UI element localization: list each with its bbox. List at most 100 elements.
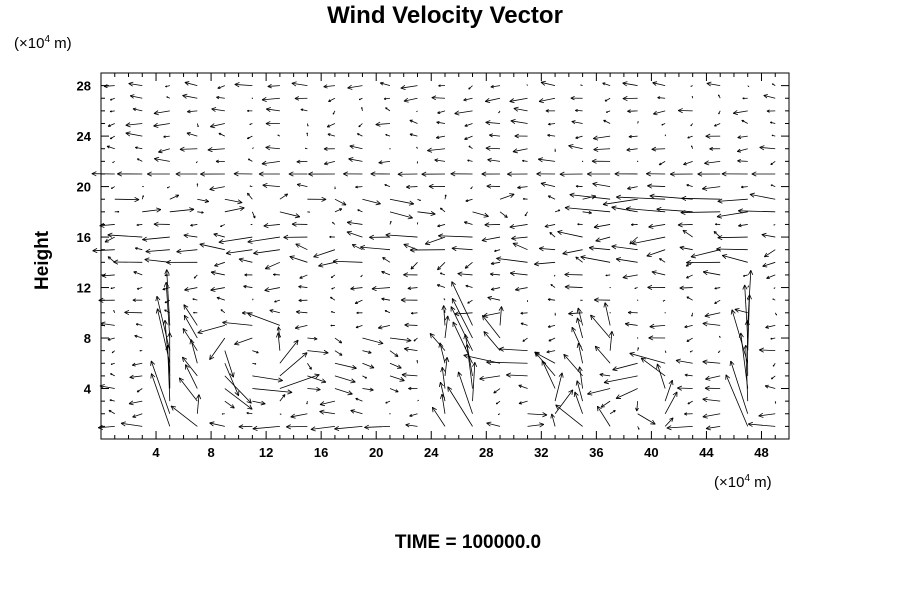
- wind-arrow: [440, 367, 446, 389]
- wind-arrow: [147, 171, 170, 177]
- wind-arrow: [534, 351, 556, 364]
- wind-arrow: [463, 97, 473, 102]
- wind-arrow: [216, 296, 225, 301]
- y-tick-label: 28: [77, 79, 91, 94]
- wind-arrow: [570, 95, 583, 101]
- wind-arrow: [410, 311, 418, 315]
- wind-arrow: [437, 110, 446, 114]
- wind-arrow: [243, 284, 253, 289]
- wind-arrow: [764, 384, 776, 389]
- wind-arrow: [518, 384, 528, 389]
- wind-arrow: [377, 325, 391, 330]
- wind-arrow: [417, 399, 419, 402]
- wind-arrow: [164, 299, 170, 304]
- wind-arrow: [702, 397, 721, 403]
- wind-arrow: [389, 148, 391, 150]
- wind-arrow: [747, 85, 750, 88]
- wind-arrow: [657, 96, 666, 100]
- wind-arrow: [550, 413, 556, 427]
- wind-arrow: [307, 386, 321, 392]
- wind-arrow: [129, 374, 143, 380]
- wind-arrow: [568, 310, 583, 316]
- wind-arrow: [553, 274, 556, 277]
- wind-arrow: [496, 256, 528, 263]
- wind-arrow: [592, 181, 611, 187]
- wind-arrow: [306, 132, 309, 137]
- wind-arrow: [136, 388, 143, 393]
- wind-arrow: [334, 375, 356, 384]
- wind-arrow: [283, 234, 308, 240]
- wind-arrow: [472, 362, 478, 402]
- wind-arrow: [349, 144, 363, 150]
- wind-arrow: [702, 321, 721, 327]
- wind-arrow: [184, 287, 198, 292]
- wind-arrow: [509, 270, 528, 276]
- wind-arrow: [766, 274, 776, 280]
- wind-arrow: [599, 372, 611, 377]
- wind-arrow: [347, 84, 363, 90]
- wind-arrow: [580, 255, 611, 263]
- wind-arrow: [381, 270, 391, 276]
- wind-arrow: [547, 298, 556, 302]
- wind-arrow: [334, 208, 343, 213]
- wind-arrow: [664, 350, 667, 353]
- wind-arrow: [575, 135, 583, 139]
- wind-arrow: [686, 184, 693, 187]
- wind-arrow: [736, 148, 748, 153]
- wind-arrow: [571, 120, 583, 125]
- wind-arrow: [290, 413, 308, 419]
- wind-arrow: [164, 309, 170, 314]
- wind-arrow: [224, 198, 243, 205]
- wind-arrow: [677, 222, 693, 228]
- wind-arrow: [593, 146, 611, 152]
- wind-arrow: [258, 171, 280, 177]
- wind-arrow: [580, 84, 583, 86]
- wind-arrow: [652, 81, 666, 87]
- wind-arrow: [481, 236, 501, 243]
- wind-arrow: [404, 346, 418, 352]
- wind-arrow: [600, 400, 611, 408]
- wind-arrow: [166, 259, 198, 265]
- wind-arrow: [773, 224, 776, 226]
- wind-arrow: [346, 230, 363, 238]
- x-tick-label: 4: [152, 445, 160, 460]
- wind-arrow: [175, 171, 198, 177]
- wind-arrow: [117, 171, 143, 177]
- wind-arrow: [409, 133, 418, 137]
- wind-arrow: [497, 413, 501, 415]
- wind-arrow: [637, 160, 639, 162]
- wind-arrow: [719, 335, 721, 339]
- wind-arrow: [244, 273, 253, 277]
- wind-arrow: [681, 195, 721, 201]
- wind-arrow: [718, 94, 721, 99]
- wind-arrow: [300, 108, 308, 112]
- wind-arrow: [153, 122, 170, 128]
- wind-arrow: [222, 320, 253, 326]
- wind-arrow: [132, 107, 143, 112]
- wind-arrow: [190, 223, 198, 227]
- wind-arrow: [680, 209, 721, 216]
- wind-arrow: [702, 359, 721, 365]
- wind-arrow: [334, 425, 363, 432]
- wind-arrow: [296, 159, 308, 164]
- wind-arrow: [587, 171, 611, 177]
- wind-arrow: [221, 413, 225, 415]
- wind-arrow: [664, 379, 674, 402]
- wind-arrow: [251, 211, 256, 219]
- y-tick-label: 20: [77, 180, 91, 195]
- wind-arrow: [296, 310, 308, 315]
- wind-arrow: [252, 388, 293, 395]
- wind-arrow: [279, 193, 289, 200]
- wind-arrow: [176, 248, 198, 254]
- wind-arrow: [490, 84, 501, 89]
- wind-arrow: [141, 195, 144, 200]
- wind-arrow: [690, 85, 693, 87]
- wind-arrow: [569, 192, 611, 200]
- wind-arrow: [389, 362, 402, 369]
- wind-arrow: [330, 311, 336, 314]
- wind-arrow: [614, 171, 638, 177]
- wind-arrow: [263, 223, 280, 229]
- wind-arrow: [713, 231, 721, 238]
- wind-arrow: [575, 317, 583, 339]
